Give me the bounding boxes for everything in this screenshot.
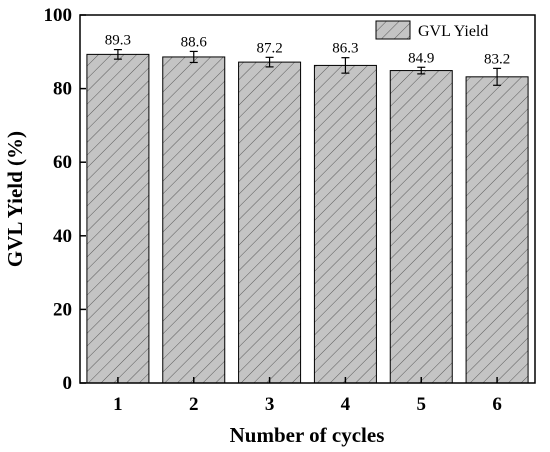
legend-swatch — [375, 20, 411, 40]
y-axis-title: GVL Yield (%) — [3, 131, 27, 267]
legend: GVL Yield — [375, 20, 488, 40]
x-tick-label: 2 — [189, 394, 199, 415]
x-tick-label: 1 — [113, 394, 123, 415]
data-label: 88.6 — [181, 34, 208, 50]
y-tick-label: 0 — [63, 373, 73, 394]
data-label: 84.9 — [408, 50, 434, 66]
y-tick-label: 80 — [53, 79, 72, 100]
plot-frame — [79, 14, 536, 384]
bar — [465, 76, 529, 384]
bar — [86, 53, 150, 384]
x-axis-title: Number of cycles — [230, 423, 385, 447]
x-tick-label: 3 — [265, 394, 275, 415]
data-label: 87.2 — [256, 40, 282, 56]
y-tick-label: 20 — [53, 299, 72, 320]
data-label: 86.3 — [332, 41, 358, 57]
x-tick-label: 5 — [417, 394, 427, 415]
y-tick-label: 60 — [53, 152, 72, 173]
bar — [238, 61, 302, 384]
x-tick-label: 4 — [341, 394, 351, 415]
y-tick-label: 100 — [44, 5, 73, 26]
bar — [162, 56, 226, 384]
plot-area: 0 20 40 60 80 100 89.3 1 88.6 2 87.2 3 86.3 4 84.9 5 83.… — [44, 5, 529, 415]
data-label: 83.2 — [484, 51, 510, 67]
bar — [389, 70, 453, 384]
bar — [313, 64, 377, 384]
data-label: 89.3 — [105, 33, 131, 49]
legend-label: GVL Yield — [418, 23, 488, 40]
y-tick-label: 40 — [53, 226, 72, 247]
x-tick-label: 6 — [492, 394, 502, 415]
